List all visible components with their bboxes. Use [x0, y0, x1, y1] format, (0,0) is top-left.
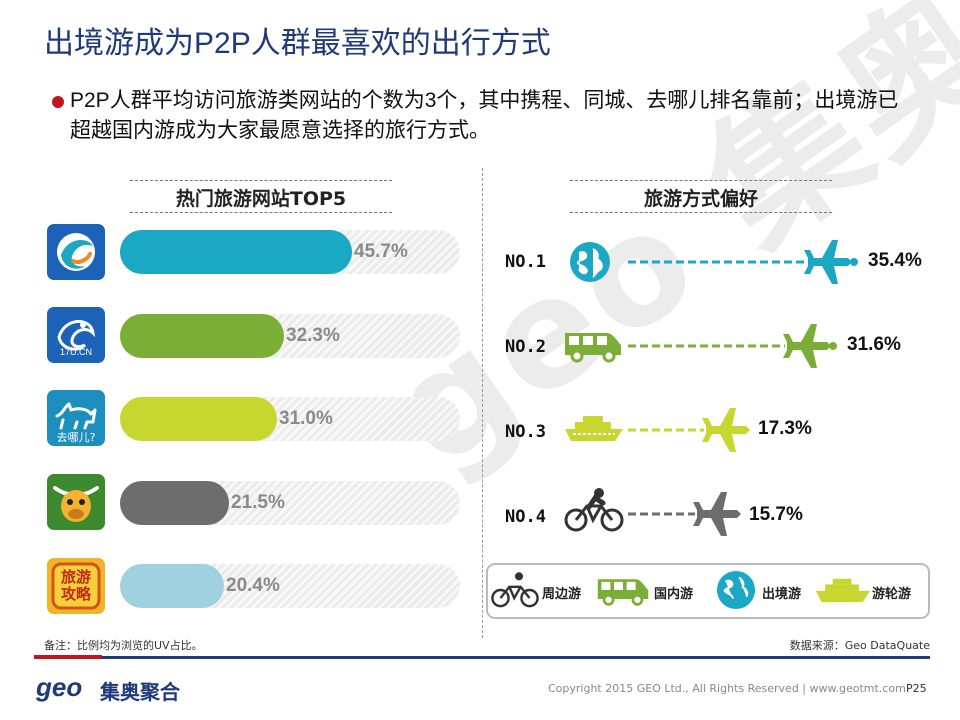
- bar: [120, 397, 277, 441]
- legend-bicycle-icon: [491, 572, 539, 608]
- bar-value-label: 21.5%: [231, 492, 285, 513]
- data-source: 数据来源：Geo DataQuate: [789, 639, 930, 652]
- page-number: P25: [906, 682, 927, 695]
- van-icon: [565, 333, 621, 363]
- lvyou-gonglue-logo-icon: 旅游攻略: [47, 558, 105, 614]
- qunar-logo-icon: 去哪儿?: [47, 390, 105, 446]
- bullet-dot: [52, 96, 64, 108]
- ctrip-logo-icon: [47, 224, 105, 280]
- left-title-rule-bottom: [130, 212, 392, 213]
- copyright: Copyright 2015 GEO Ltd., All Rights Rese…: [548, 682, 906, 695]
- legend-ship-icon: [815, 578, 871, 603]
- qunar-logo-label: 去哪儿?: [56, 431, 96, 444]
- preference-value-label: 15.7%: [749, 504, 803, 525]
- bar: [120, 230, 352, 274]
- bar: [120, 564, 224, 608]
- preference-value-label: 17.3%: [758, 418, 812, 439]
- right-chart-title: 旅游方式偏好: [643, 188, 758, 210]
- page-title: 出境游成为P2P人群最喜欢的出行方式: [44, 27, 551, 60]
- plane-icon: [693, 492, 741, 536]
- bar-value-label: 45.7%: [354, 241, 408, 262]
- footer-rule-red: [34, 655, 102, 659]
- rank-label: NO.4: [505, 507, 546, 527]
- bar: [120, 481, 229, 525]
- travel-arrows: [628, 240, 858, 536]
- legend: 周边游 国内游 出境游 游轮游: [486, 563, 930, 619]
- legend-label: 周边游: [542, 587, 582, 602]
- right-title-rule-bottom: [570, 212, 832, 213]
- bar-value-label: 20.4%: [226, 575, 280, 596]
- legend-label: 国内游: [654, 587, 694, 602]
- plane-icon: [804, 240, 858, 284]
- bicycle-icon: [564, 488, 624, 532]
- rank-label: NO.3: [505, 422, 546, 442]
- tuniu-logo-icon: [47, 474, 105, 530]
- geo-logo-cn: 集奥聚合: [100, 680, 180, 704]
- footer-rule-navy: [102, 656, 930, 659]
- legend-label: 出境游: [762, 587, 802, 602]
- lvyou-gonglue-logo-label: 旅游攻略: [60, 568, 91, 603]
- legend-label: 游轮游: [872, 587, 912, 602]
- left-title-rule-top: [130, 180, 392, 181]
- legend-van-icon: [597, 579, 649, 606]
- globe-icon: [570, 242, 610, 282]
- legend-globe-icon: [716, 570, 756, 610]
- center-divider: [482, 168, 483, 638]
- preference-value-label: 31.6%: [847, 334, 901, 355]
- summary-text: P2P人群平均访问旅游类网站的个数为3个，其中携程、同城、去哪儿排名靠前；出境游…: [70, 89, 899, 142]
- bar-value-label: 31.0%: [279, 408, 333, 429]
- plane-icon: [702, 408, 750, 452]
- plane-icon: [783, 324, 837, 368]
- rank-label: NO.1: [505, 252, 546, 272]
- geo-logo: geo: [36, 672, 83, 702]
- rank-label: NO.2: [505, 337, 546, 357]
- ship-icon: [565, 416, 623, 441]
- tongcheng-logo-label: 17U.CN: [59, 347, 92, 357]
- bar-value-label: 32.3%: [286, 325, 340, 346]
- right-title-rule-top: [570, 180, 832, 181]
- left-chart-title: 热门旅游网站TOP5: [175, 188, 347, 210]
- preference-value-label: 35.4%: [868, 250, 922, 271]
- bar: [120, 314, 284, 358]
- footnote: 备注：比例均为浏览的UV占比。: [44, 639, 203, 652]
- tongcheng-logo-icon: 17U.CN: [47, 307, 105, 363]
